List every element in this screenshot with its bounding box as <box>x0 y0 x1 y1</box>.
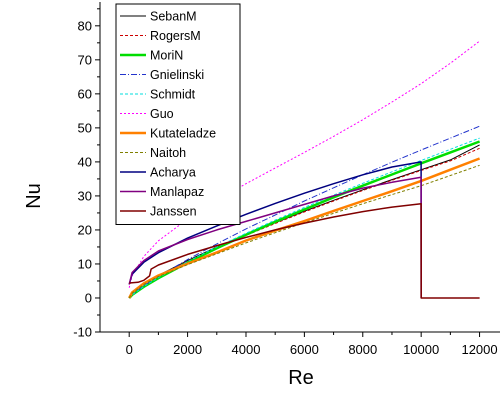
series-line-morin <box>128 140 481 299</box>
series-line-acharya <box>128 161 422 299</box>
x-axis-title: Re <box>288 367 314 389</box>
x-tick-label: 2000 <box>173 342 202 357</box>
x-tick-label: 4000 <box>232 342 261 357</box>
series-line-manlapaz <box>128 176 422 299</box>
y-tick-label: 0 <box>85 290 92 305</box>
series-line-janssen <box>129 202 480 299</box>
y-tick-label: 30 <box>78 188 92 203</box>
series-line-naitoh <box>128 164 480 299</box>
y-tick-label: 40 <box>78 154 92 169</box>
series-line-gnielinski <box>128 125 480 299</box>
legend-label-schmidt: Schmidt <box>150 88 196 102</box>
legend-label-acharya: Acharya <box>150 166 196 180</box>
legend-label-janssen: Janssen <box>150 205 197 219</box>
legend-label-rogersm: RogersM <box>150 29 201 43</box>
y-tick-label: 80 <box>78 18 92 33</box>
legend-label-gnielinski: Gnielinski <box>150 68 204 82</box>
tick-marks <box>95 8 481 337</box>
x-tick-label: 8000 <box>348 342 377 357</box>
x-tick-label: 10000 <box>403 342 439 357</box>
series-lines <box>128 40 481 299</box>
legend-label-manlapaz: Manlapaz <box>150 185 204 199</box>
legend-label-guo: Guo <box>150 107 174 121</box>
legend-label-kutateladze: Kutateladze <box>150 127 216 141</box>
y-tick-label: -10 <box>73 325 92 340</box>
series-line-schmidt <box>128 137 480 299</box>
y-axis-title: Nu <box>23 183 45 209</box>
y-tick-label: 20 <box>78 222 92 237</box>
legend: SebanM RogersM MoriN Gnielinski Schmidt Guo Ku… <box>115 3 241 225</box>
legend-label-morin: MoriN <box>150 49 183 63</box>
y-tick-label: 50 <box>78 120 92 135</box>
legend-box <box>115 3 241 225</box>
axes <box>99 2 500 333</box>
x-tick-label: 12000 <box>461 342 497 357</box>
y-tick-label: 10 <box>78 256 92 271</box>
y-tick-label: 60 <box>78 86 92 101</box>
x-tick-label: 0 <box>126 342 133 357</box>
legend-label-naitoh: Naitoh <box>150 146 186 160</box>
x-tick-label: 6000 <box>290 342 319 357</box>
legend-label-sebanm: SebanM <box>150 10 197 24</box>
tick-labels: 0 2000 4000 6000 8000 10000 12000 -10 0 10 20 30 40 5… <box>73 18 497 357</box>
y-tick-label: 70 <box>78 52 92 67</box>
